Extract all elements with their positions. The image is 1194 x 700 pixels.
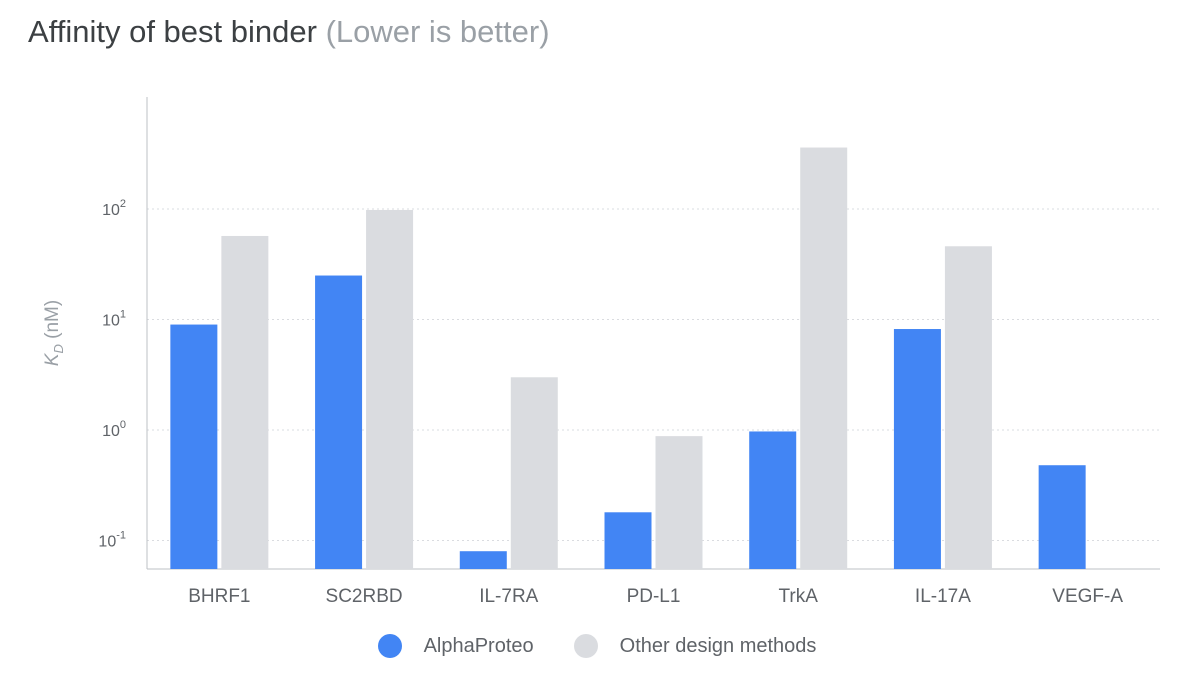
bar-alphaproteo-bhrf1 xyxy=(170,324,218,569)
chart-title-sub: (Lower is better) xyxy=(325,14,550,49)
bar-other-bhrf1 xyxy=(221,235,269,569)
bar-alphaproteo-vegf-a xyxy=(1038,465,1086,569)
x-tick-label-sc2rbd: SC2RBD xyxy=(326,586,403,607)
bar-other-trka xyxy=(800,147,848,570)
legend: AlphaProteo Other design methods xyxy=(0,634,1194,658)
legend-swatch-other xyxy=(573,634,598,658)
y-tick-label-0: 102 xyxy=(102,198,126,219)
bar-other-pd-l1 xyxy=(655,436,703,569)
bar-alphaproteo-pd-l1 xyxy=(604,512,652,569)
bar-alphaproteo-il-17a xyxy=(893,329,941,569)
bar-other-il-7ra xyxy=(510,377,558,569)
x-tick-label-bhrf1: BHRF1 xyxy=(188,586,250,607)
chart-title-main: Affinity of best binder xyxy=(28,14,317,49)
legend-label-other: Other design methods xyxy=(619,634,817,657)
y-axis-title: KD (nM) xyxy=(42,300,66,366)
legend-swatch-alphaproteo xyxy=(377,634,402,658)
x-tick-label-trka: TrkA xyxy=(779,586,819,607)
x-tick-label-il-17a: IL-17A xyxy=(915,586,971,607)
legend-item-other: Other design methods xyxy=(573,634,817,658)
legend-label-alphaproteo: AlphaProteo xyxy=(423,634,534,657)
legend-item-alphaproteo: AlphaProteo xyxy=(377,634,534,658)
y-tick-label-3: 10-1 xyxy=(98,530,126,551)
x-tick-label-pd-l1: PD-L1 xyxy=(627,586,681,607)
bar-alphaproteo-il-7ra xyxy=(459,551,507,569)
bar-other-il-17a xyxy=(944,246,992,569)
x-tick-label-vegf-a: VEGF-A xyxy=(1052,586,1123,607)
bar-alphaproteo-trka xyxy=(749,431,797,569)
y-tick-label-1: 101 xyxy=(102,309,126,330)
x-tick-label-il-7ra: IL-7RA xyxy=(479,586,538,607)
bar-other-sc2rbd xyxy=(366,209,414,569)
bar-alphaproteo-sc2rbd xyxy=(315,275,363,569)
chart-title: Affinity of best binder (Lower is better… xyxy=(28,14,550,50)
y-tick-label-2: 100 xyxy=(102,419,126,440)
